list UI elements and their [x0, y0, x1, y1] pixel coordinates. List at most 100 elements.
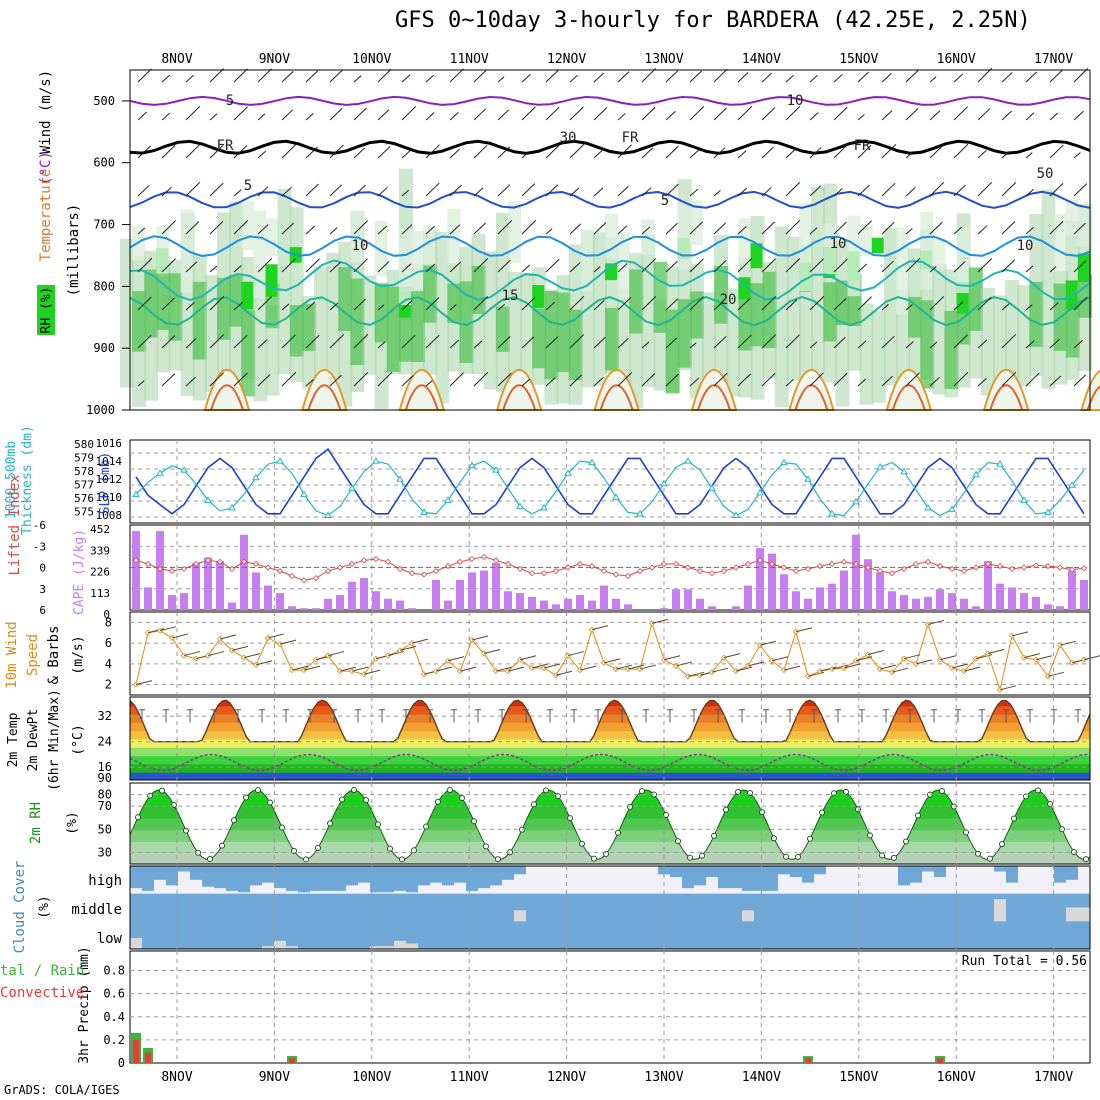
- axis-tick-label: 0: [39, 562, 46, 575]
- rh-shade: [253, 268, 268, 402]
- wind-barb: [219, 634, 237, 640]
- rh-shade: [956, 227, 970, 293]
- wind-barb: [497, 372, 512, 387]
- thickness-point: [948, 505, 956, 512]
- cloud-high-bar: [934, 877, 946, 894]
- wind-barb: [449, 372, 464, 387]
- lifted-index-point: [288, 572, 296, 580]
- rh-shade: [241, 310, 256, 397]
- lifted-index-point: [528, 570, 536, 577]
- rh-shade: [617, 232, 631, 300]
- thickness-point: [588, 458, 596, 466]
- thickness-point: [1044, 508, 1052, 515]
- wind-speed-point: [432, 668, 440, 675]
- thickness-point: [612, 493, 620, 500]
- wind-speed-point: [900, 655, 908, 662]
- cape-bar: [552, 604, 560, 610]
- lifted-index-point: [360, 557, 368, 564]
- lifted-index-point: [612, 571, 620, 578]
- wind-barb: [747, 661, 765, 667]
- cloud-high-bar: [1018, 866, 1030, 894]
- wind-barb: [881, 182, 896, 197]
- rh-shade: [1077, 253, 1090, 282]
- wind-barb: [1001, 259, 1016, 273]
- wind-barb: [161, 186, 172, 197]
- rh-point: [327, 820, 333, 827]
- rh-shade: [980, 287, 995, 396]
- wind-barb: [737, 105, 753, 121]
- wind-barb: [425, 144, 440, 159]
- wind-speed-point: [876, 665, 884, 673]
- wind-barb: [1001, 371, 1017, 387]
- rh-point: [471, 818, 477, 825]
- wind-barb: [593, 266, 601, 273]
- axis-tick-label: 6: [39, 604, 46, 617]
- wind-barb: [555, 670, 573, 676]
- cloud-high-bar: [538, 866, 550, 894]
- cloud-high-bar: [670, 877, 682, 894]
- cloud-high-bar: [634, 866, 646, 894]
- temp-band: [130, 713, 1090, 723]
- axis-tick-label: 1014: [96, 455, 123, 468]
- rh-point: [711, 832, 717, 839]
- axis-tick-label: 80: [98, 788, 112, 802]
- cape-bar: [816, 587, 824, 610]
- lifted-index-point: [204, 557, 212, 564]
- wind-barb: [809, 341, 818, 349]
- cloud-high-bar: [526, 866, 538, 894]
- wind-barb: [641, 187, 652, 197]
- wind-barb: [401, 189, 409, 197]
- wind-barb: [353, 333, 369, 349]
- lifted-index-point: [432, 567, 440, 575]
- cloud-high-bar: [478, 888, 490, 894]
- wind-barb: [689, 188, 699, 197]
- rh-shade: [932, 237, 946, 268]
- rh-shade: [241, 281, 254, 310]
- wind-barb: [857, 184, 870, 197]
- axis-tick-label: 500: [93, 94, 115, 108]
- wind-barb: [1001, 221, 1016, 235]
- wind-barb: [785, 379, 794, 387]
- wind-barb: [905, 257, 921, 273]
- wind-barb: [737, 72, 749, 83]
- cloud-middle-bar: [994, 899, 1006, 922]
- wind-barb: [545, 228, 553, 235]
- wind-barb: [327, 651, 345, 657]
- wind-barb: [545, 258, 560, 273]
- wind-barb: [1073, 110, 1084, 121]
- rh-shade: [132, 291, 147, 352]
- axis-tick-label: 1008: [96, 509, 123, 522]
- cape-bar: [600, 585, 608, 610]
- wind-barb: [1001, 333, 1017, 349]
- axis-tick-label: middle: [71, 902, 122, 918]
- wind-barb: [569, 334, 585, 349]
- thickness-point: [852, 497, 860, 505]
- wind-barb: [687, 671, 705, 677]
- cape-bar: [444, 600, 452, 610]
- wind-barb: [905, 372, 920, 387]
- rh-shade: [326, 252, 341, 379]
- wind-barb: [353, 75, 362, 83]
- wind-barb: [449, 184, 462, 197]
- wind-barb: [1049, 183, 1064, 197]
- x-tick-label-bottom: 16NOV: [937, 1070, 976, 1085]
- thickness-point: [348, 484, 356, 491]
- surface-heating-peak: [885, 368, 933, 411]
- wind-barb: [951, 663, 969, 669]
- lifted-index-point: [864, 564, 872, 571]
- wind-barb: [377, 146, 391, 159]
- cape-bar: [996, 583, 1004, 610]
- wind-barb: [473, 69, 488, 83]
- wind-barb: [953, 73, 964, 83]
- wind-barb: [857, 378, 867, 387]
- cape-bar: [336, 594, 344, 610]
- cape-bar: [144, 587, 152, 610]
- axis-tick-label: 0.4: [103, 1010, 125, 1024]
- wind-barb: [569, 374, 582, 387]
- wind-barb: [785, 334, 800, 349]
- thickness-point: [516, 502, 524, 509]
- wind-barb: [761, 146, 774, 159]
- axis-tick-label: 580: [74, 438, 94, 451]
- wind-barb: [713, 372, 728, 387]
- wind-barb: [593, 147, 606, 159]
